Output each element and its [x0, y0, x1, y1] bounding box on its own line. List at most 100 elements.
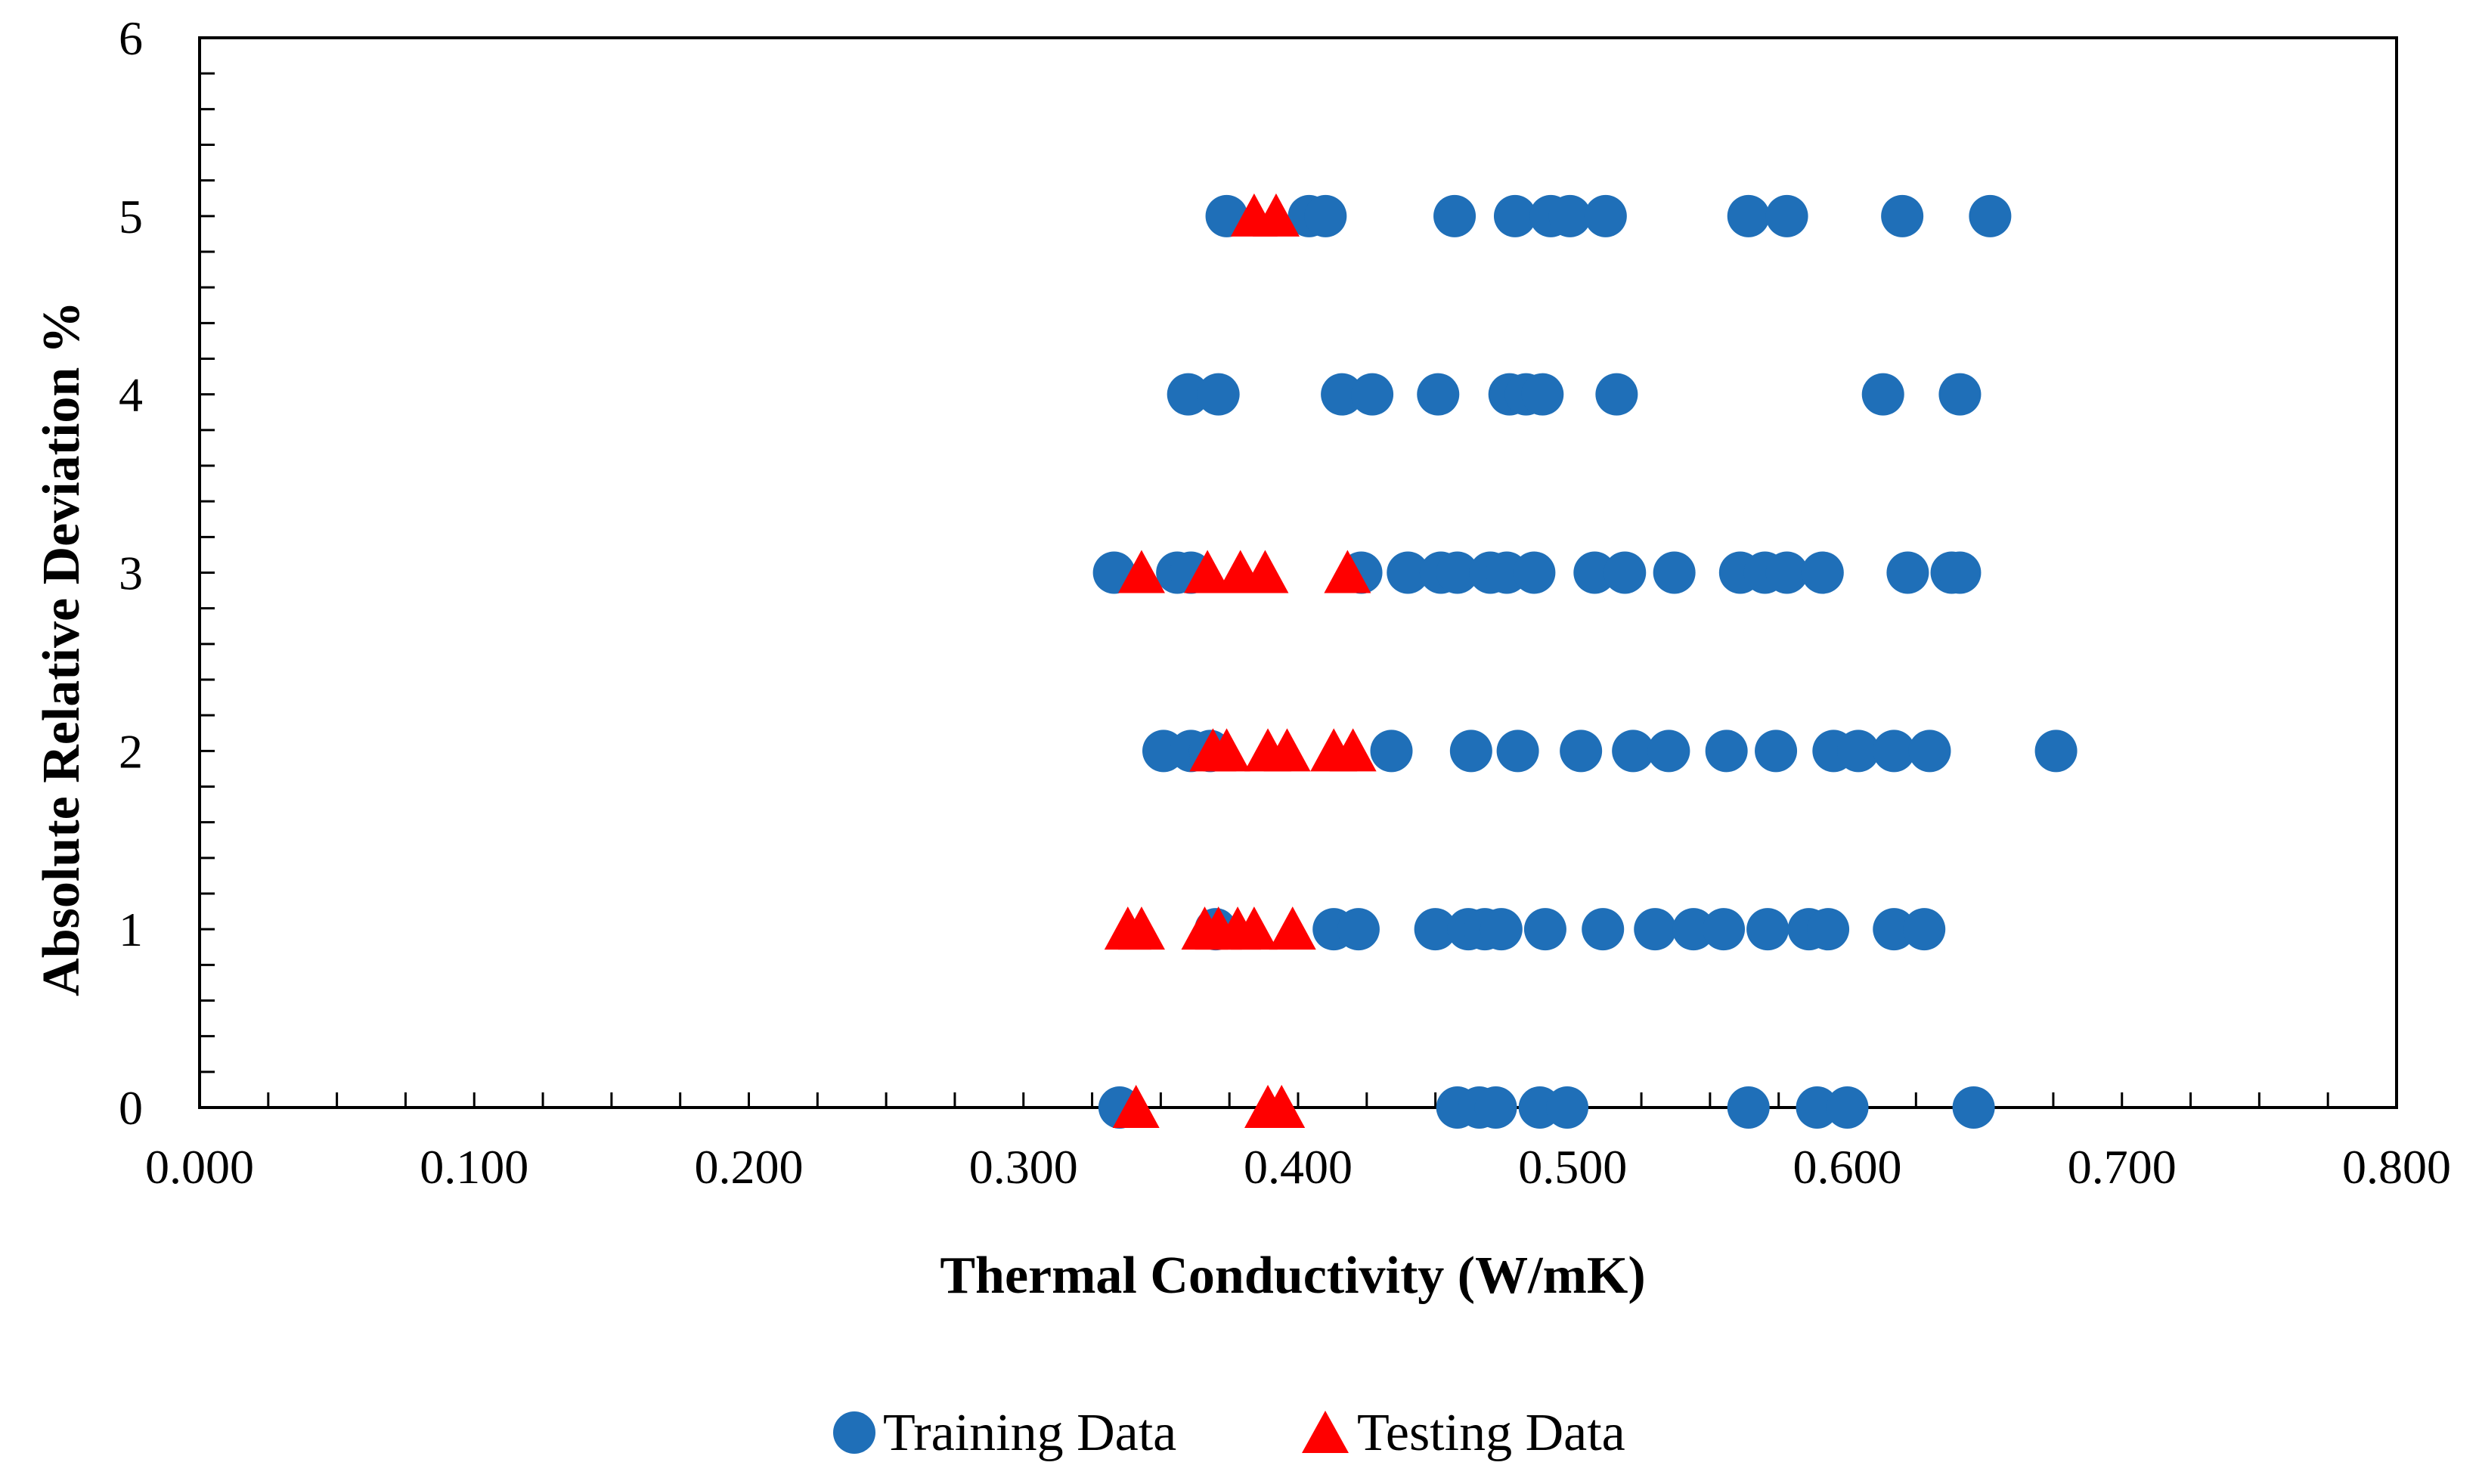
- training-point: [1807, 908, 1850, 951]
- training-point: [1513, 551, 1556, 594]
- training-point: [1595, 373, 1638, 416]
- training-point: [1304, 194, 1347, 237]
- testing-point: [1117, 550, 1165, 593]
- x-tick-label: 0.400: [1244, 1140, 1353, 1194]
- y-tick-label: 6: [119, 11, 143, 65]
- training-point: [1796, 1086, 1839, 1129]
- training-point: [1521, 373, 1564, 416]
- training-point: [1886, 551, 1929, 594]
- training-point: [1493, 194, 1536, 237]
- training-point: [1938, 551, 1982, 594]
- training-point: [1321, 373, 1364, 416]
- testing-point: [1252, 193, 1300, 237]
- training-point: [1545, 1086, 1588, 1129]
- training-point: [1801, 551, 1844, 594]
- testing-point: [1269, 906, 1316, 950]
- training-point: [1672, 908, 1715, 951]
- training-point: [1436, 551, 1479, 594]
- y-tick-label: 0: [119, 1081, 143, 1135]
- x-tick-label: 0.600: [1793, 1140, 1902, 1194]
- training-point: [1881, 194, 1924, 237]
- testing-point: [1112, 1085, 1160, 1128]
- training-point: [1449, 730, 1492, 773]
- legend-label-training: Training Data: [883, 1404, 1176, 1462]
- training-point: [1969, 194, 2012, 237]
- training-point: [1634, 908, 1677, 951]
- training-point: [2034, 730, 2078, 773]
- legend-label-testing: Testing Data: [1357, 1404, 1625, 1462]
- training-point: [1523, 908, 1566, 951]
- training-point: [1765, 194, 1808, 237]
- x-tick-label: 0.200: [695, 1140, 804, 1194]
- training-point: [1765, 551, 1808, 594]
- y-tick-label: 4: [119, 368, 143, 422]
- training-point: [1167, 373, 1210, 416]
- training-point: [1417, 373, 1460, 416]
- x-tick-label: 0.000: [145, 1140, 254, 1194]
- x-tick-label: 0.100: [420, 1140, 528, 1194]
- training-point: [1387, 551, 1430, 594]
- data-points: [1092, 193, 2078, 1129]
- training-point: [1903, 908, 1946, 951]
- training-point: [1582, 908, 1625, 951]
- training-point: [1873, 908, 1916, 951]
- training-point: [1703, 908, 1746, 951]
- training-point: [1612, 730, 1655, 773]
- training-point: [1727, 194, 1770, 237]
- training-point: [1337, 908, 1380, 951]
- training-point: [1480, 908, 1523, 951]
- y-axis-title: Absolute Relative Deviation %: [33, 301, 91, 996]
- training-point: [1370, 730, 1413, 773]
- testing-point: [1117, 906, 1165, 950]
- testing-point: [1258, 1085, 1306, 1128]
- x-tick-label: 0.800: [2342, 1140, 2451, 1194]
- testing-point: [1203, 728, 1250, 772]
- training-point: [1548, 194, 1591, 237]
- testing-point: [1241, 550, 1289, 593]
- training-point: [1197, 373, 1240, 416]
- x-tick-label: 0.300: [969, 1140, 1078, 1194]
- training-point: [1705, 730, 1748, 773]
- y-tick-label: 5: [119, 190, 143, 243]
- training-point: [1837, 730, 1880, 773]
- legend-item-testing: Testing Data: [1302, 1404, 1625, 1462]
- training-point: [1653, 551, 1696, 594]
- training-point: [1952, 1086, 1995, 1129]
- training-point: [1755, 730, 1798, 773]
- training-point: [1414, 908, 1457, 951]
- training-point: [1861, 373, 1904, 416]
- legend-item-training: Training Data: [833, 1404, 1176, 1462]
- testing-point: [1324, 550, 1371, 593]
- training-point: [1560, 730, 1603, 773]
- testing-point: [1329, 728, 1377, 772]
- training-point: [1433, 194, 1476, 237]
- axis-tick-labels: 0.000 0.100 0.200 0.300 0.400 0.500 0.600 0.700…: [119, 11, 2451, 1194]
- testing-point: [1263, 728, 1311, 772]
- training-point: [1908, 730, 1951, 773]
- training-point: [1873, 730, 1916, 773]
- training-point: [1474, 1086, 1517, 1129]
- training-point: [1573, 551, 1616, 594]
- y-tick-label: 3: [119, 547, 143, 600]
- y-tick-label: 1: [119, 903, 143, 956]
- x-tick-label: 0.500: [1518, 1140, 1627, 1194]
- training-point: [1826, 1086, 1869, 1129]
- training-point: [1496, 730, 1539, 773]
- legend-circle-marker: [833, 1411, 875, 1454]
- training-point: [1938, 373, 1982, 416]
- legend-triangle-marker: [1302, 1411, 1349, 1453]
- testing-point: [1230, 906, 1278, 950]
- training-point: [1584, 194, 1627, 237]
- training-point: [1647, 730, 1690, 773]
- y-tick-label: 2: [119, 724, 143, 778]
- testing-point: [1184, 550, 1232, 593]
- training-point: [1351, 373, 1394, 416]
- legend: Training Data Testing Data: [833, 1404, 1625, 1462]
- x-axis-title: Thermal Conductivity (W/mK): [940, 1247, 1645, 1305]
- training-point: [1727, 1086, 1770, 1129]
- training-point: [1746, 908, 1789, 951]
- x-tick-label: 0.700: [2068, 1140, 2177, 1194]
- training-point: [1604, 551, 1647, 594]
